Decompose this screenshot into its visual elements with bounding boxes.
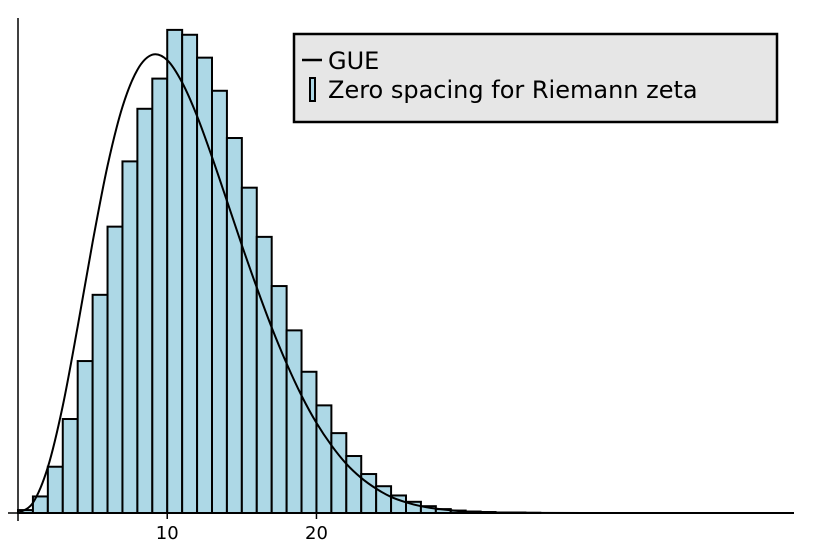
- histogram-bar: [121, 160, 139, 515]
- histogram-bar: [225, 137, 243, 514]
- histogram-bar: [106, 225, 124, 514]
- legend-label-gue: GUE: [328, 47, 379, 75]
- histogram-bar: [46, 465, 64, 514]
- histogram-bar: [196, 56, 213, 514]
- histogram-bar: [166, 28, 184, 515]
- x-tick-label: 20: [305, 523, 328, 544]
- histogram-bar: [330, 432, 348, 514]
- legend-label-zeta: Zero spacing for Riemann zeta: [328, 76, 698, 104]
- histogram-bar: [181, 33, 199, 515]
- legend-bar-swatch: [309, 77, 316, 102]
- histogram-bar: [345, 455, 363, 514]
- histogram-bar: [270, 285, 288, 515]
- histogram-bar: [76, 360, 94, 514]
- legend: GUE Zero spacing for Riemann zeta: [292, 32, 779, 124]
- gue-curve-line: [17, 53, 794, 515]
- histogram-bar: [61, 418, 79, 514]
- x-tick-label: 10: [156, 523, 179, 544]
- histogram-bars: [17, 28, 542, 515]
- histogram-bar: [211, 89, 228, 515]
- x-axis-ticks: 10 20: [156, 513, 328, 544]
- histogram-bar: [136, 107, 154, 514]
- histogram-bar: [300, 370, 318, 514]
- histogram-bar: [91, 293, 109, 514]
- histogram-bar: [315, 404, 333, 514]
- histogram-bar: [151, 77, 169, 514]
- histogram-bar: [255, 235, 273, 514]
- legend-box: [292, 32, 779, 124]
- histogram-bar: [285, 329, 303, 514]
- histogram-bar: [240, 186, 258, 515]
